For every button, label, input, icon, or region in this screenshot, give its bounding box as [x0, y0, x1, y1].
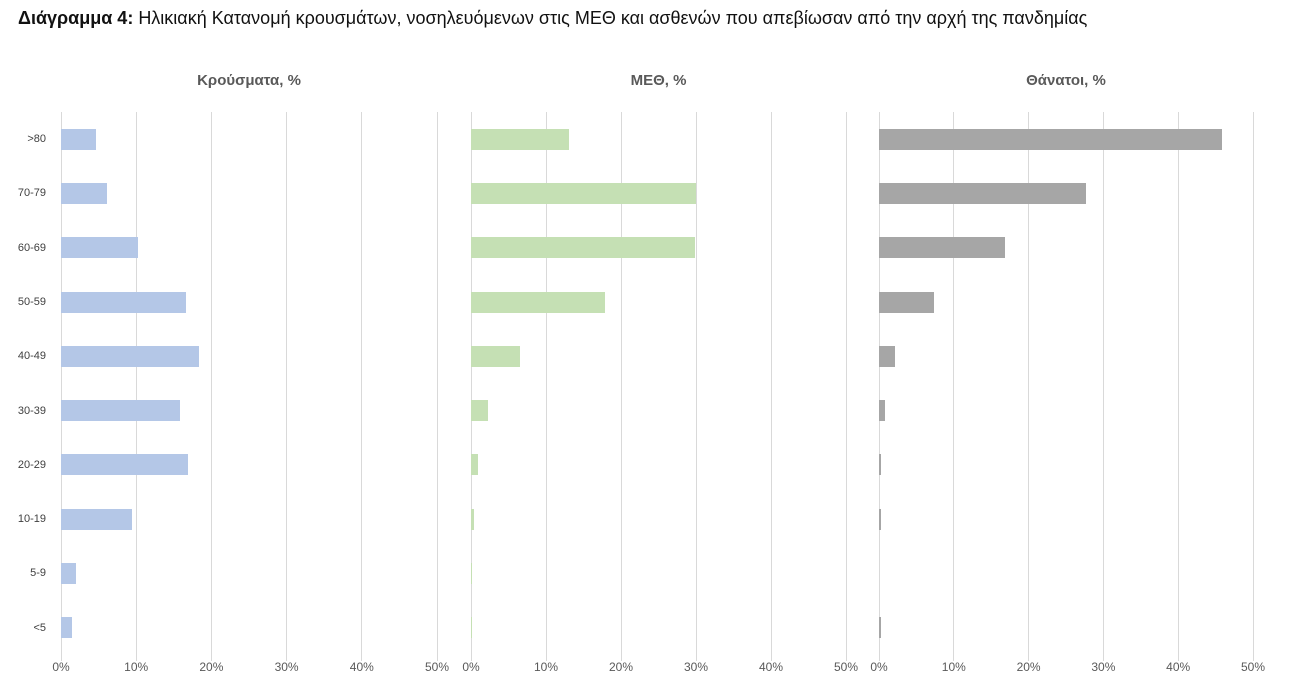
gridline	[770, 112, 772, 661]
gridline	[361, 112, 363, 661]
gridline	[695, 112, 697, 661]
bar-deaths-40-49	[879, 345, 895, 367]
bar-cases-<5	[61, 617, 72, 639]
category-label: >80	[27, 133, 46, 145]
chart-panel-deaths: Θάνατοι, % 0% 10% 20% 30% 40% 50%	[870, 60, 1265, 690]
bar-icu-50-59	[471, 291, 605, 313]
x-tick-label: 0%	[870, 660, 888, 674]
bar-deaths-<5	[879, 617, 881, 639]
gridline	[210, 112, 212, 661]
category-label: 10-19	[17, 513, 46, 526]
bar-cases-70-79	[61, 182, 107, 204]
chart-title-icu: ΜΕΘ, %	[630, 72, 687, 89]
x-tick-label: 40%	[349, 660, 374, 674]
bar-icu-10-19	[471, 508, 474, 530]
bar-icu-20-29	[471, 454, 478, 476]
plot-area-deaths	[878, 112, 1254, 661]
x-tick-label: 30%	[683, 660, 709, 674]
bar-deaths-60-69	[879, 237, 1005, 259]
bar-cases-40-49	[61, 345, 200, 367]
bar-cases-30-39	[61, 400, 180, 422]
gridline	[286, 112, 288, 661]
x-tick-label: 10%	[124, 660, 149, 674]
bar-deaths-10-19	[879, 508, 881, 530]
gridline	[60, 112, 62, 661]
x-tick-label: 40%	[758, 660, 784, 674]
category-label: 40-49	[17, 350, 46, 363]
x-tick-label: 10%	[941, 660, 966, 674]
gridline	[845, 112, 847, 661]
x-tick-label: 50%	[1240, 660, 1266, 674]
bar-cases-60-69	[61, 237, 138, 259]
category-label: 30-39	[17, 404, 46, 417]
figure-title-text: Ηλικιακή Κατανομή κρουσμάτων, νοσηλευόμε…	[138, 8, 1088, 28]
gridline	[470, 112, 472, 661]
chart-title-deaths: Θάνατοι, %	[1026, 72, 1106, 89]
category-label: 50-59	[17, 295, 46, 308]
gridline	[1102, 112, 1104, 661]
gridline	[953, 112, 955, 661]
bar-deaths-20-29	[879, 454, 882, 476]
figure-label: Διάγραμμα 4:	[18, 8, 134, 28]
plot-area-cases	[60, 112, 438, 661]
category-label: 60-69	[17, 241, 46, 254]
gridline	[436, 112, 438, 661]
bar-icu-30-39	[471, 400, 489, 422]
x-tick-label: 0%	[462, 660, 480, 674]
plot-area-icu	[470, 112, 847, 661]
chart-panel-icu: ΜΕΘ, % 0% 10% 20% 30% 40% 50%	[462, 60, 858, 690]
figure-caption: Διάγραμμα 4: Ηλικιακή Κατανομή κρουσμάτων…	[18, 8, 1298, 29]
bar-cases-10-19	[61, 508, 132, 530]
chart-title-cases: Κρούσματα, %	[197, 72, 301, 89]
category-label: 20-29	[17, 458, 46, 471]
category-label: 70-79	[17, 187, 46, 200]
gridline	[878, 112, 880, 661]
bar-icu-70-79	[471, 182, 696, 204]
gridline	[545, 112, 547, 661]
x-tick-label: 20%	[199, 660, 224, 674]
x-tick-label: 20%	[1016, 660, 1041, 674]
bar-deaths-30-39	[879, 400, 885, 422]
gridline	[1252, 112, 1254, 661]
x-tick-label: 0%	[52, 660, 70, 674]
x-tick-label: 30%	[1091, 660, 1116, 674]
gridline	[1177, 112, 1179, 661]
x-tick-label: 50%	[424, 660, 450, 674]
bar-icu-<5	[471, 617, 473, 639]
gridline	[135, 112, 137, 661]
bar-cases-5-9	[61, 563, 77, 585]
category-label: 5-9	[30, 567, 46, 580]
gridline	[1028, 112, 1030, 661]
bar-deaths-50-59	[879, 291, 935, 313]
bar-icu-60-69	[471, 237, 695, 259]
x-tick-label: 50%	[833, 660, 859, 674]
y-axis-category-labels: >80 70-79 60-69 50-59 40-49 30-39 20-29 10-19 5-…	[0, 112, 46, 655]
chart-area: >80 70-79 60-69 50-59 40-49 30-39 20-29 10-19 5-…	[0, 60, 1314, 690]
bar-deaths-70-79	[879, 182, 1087, 204]
bar-icu->80	[471, 128, 570, 150]
x-tick-label: 10%	[533, 660, 559, 674]
x-tick-label: 20%	[608, 660, 634, 674]
bar-cases-50-59	[61, 291, 186, 313]
x-tick-label: 40%	[1166, 660, 1191, 674]
gridline	[620, 112, 622, 661]
bar-cases-20-29	[61, 454, 189, 476]
bar-icu-5-9	[471, 563, 473, 585]
bar-icu-40-49	[471, 345, 520, 367]
chart-panel-cases: Κρούσματα, % 0% 10% 20% 30% 40% 50%	[52, 60, 449, 690]
category-label: <5	[33, 621, 46, 634]
bar-deaths->80	[879, 128, 1222, 150]
x-tick-label: 30%	[274, 660, 299, 674]
bar-cases->80	[61, 128, 96, 150]
